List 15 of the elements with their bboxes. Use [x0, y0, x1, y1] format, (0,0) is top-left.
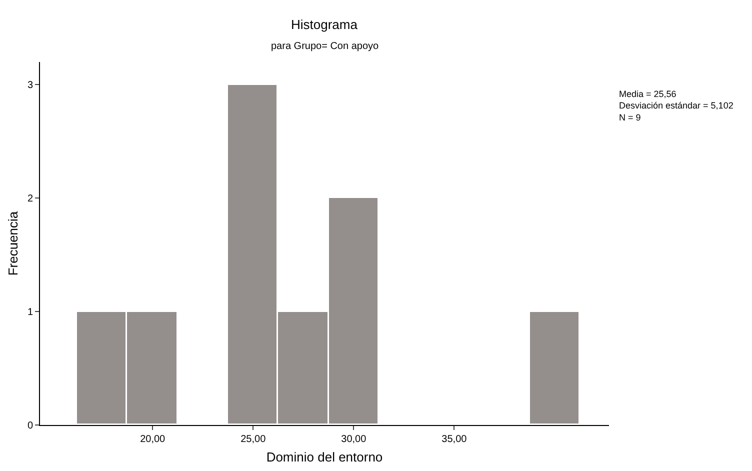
- y-tick-label: 3: [27, 80, 34, 92]
- x-tick-label: 25,00: [240, 434, 266, 445]
- y-tick-label: 2: [27, 194, 34, 205]
- x-tick-label: 30,00: [341, 434, 367, 445]
- text: Media = 25,56: [619, 89, 676, 99]
- x-axis-title: Dominio del entorno: [266, 450, 383, 465]
- x-tick-label: 20,00: [140, 434, 166, 445]
- y-tick-label: 0: [27, 420, 34, 432]
- chart-title: Histograma: [291, 17, 358, 32]
- chart-subtitle: para Grupo= Con apoyo: [271, 41, 380, 52]
- text: Desviación estándar = 5,102: [619, 100, 734, 111]
- y-tick-label: 1: [27, 307, 34, 318]
- text: N = 9: [619, 112, 641, 122]
- x-tick-label: 35,00: [442, 434, 468, 445]
- y-axis-title: Frecuencia: [5, 210, 20, 276]
